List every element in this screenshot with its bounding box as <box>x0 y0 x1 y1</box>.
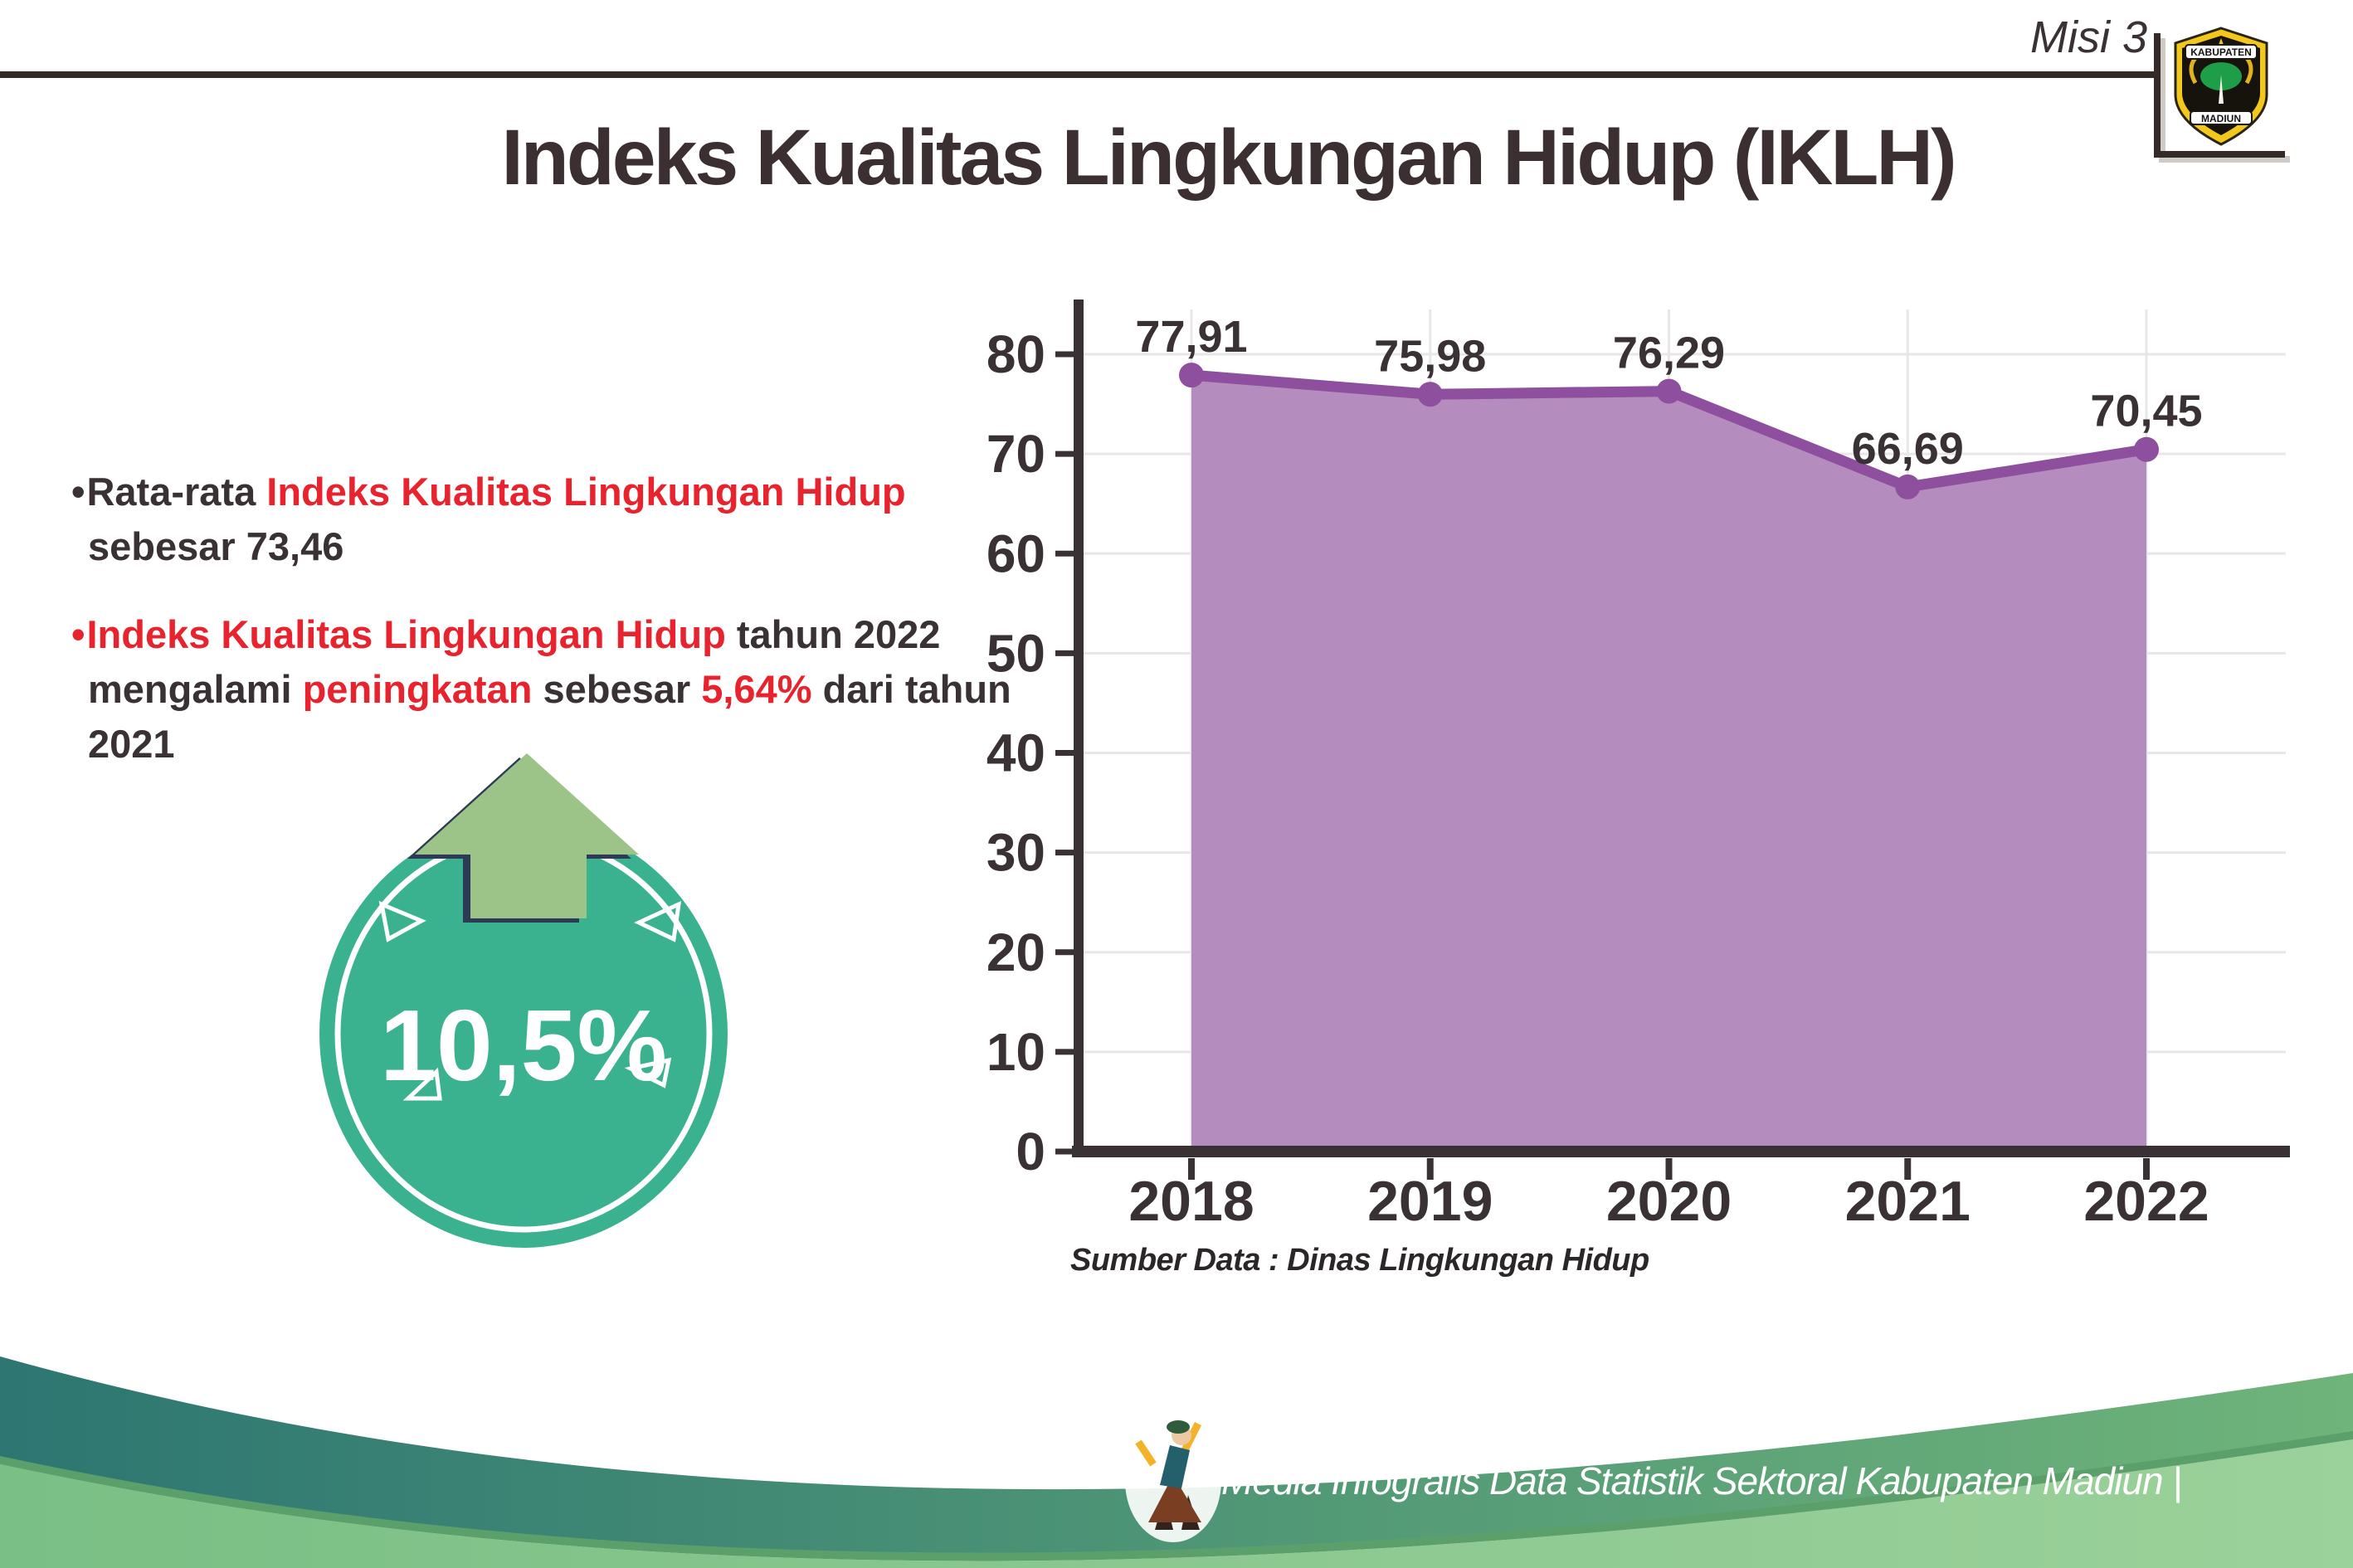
bullet-text-segment: dari tahun 2021 <box>88 667 1011 766</box>
sparkle-triangle-icon <box>624 1057 672 1088</box>
data-point <box>1656 378 1682 404</box>
x-tick-label: 2022 <box>2083 1170 2209 1233</box>
footer-wave-banner <box>0 1356 2353 1568</box>
logo-bottom-banner <box>2190 110 2253 125</box>
key-findings-list: •Rata-rata Indeks Kualitas Lingkungan Hi… <box>71 465 1050 805</box>
up-arrow-icon <box>415 753 639 918</box>
logo-right-wing-icon <box>2244 56 2253 85</box>
badge-value: 10,5% <box>380 989 667 1102</box>
value-label: 66,69 <box>1852 424 1964 474</box>
iklh-area-chart: 0 10 20 30 40 50 60 70 80 2018 2019 2020 2021 2022 77,… <box>987 299 2290 1233</box>
bullet-text-segment: Indeks Kualitas Lingkungan Hidup <box>266 470 906 514</box>
y-tick-label: 40 <box>987 723 1045 783</box>
logo-frame-horizontal-line <box>2154 151 2285 158</box>
bullet-text-segment: peningkatan <box>302 667 533 711</box>
value-label: 75,98 <box>1374 331 1486 381</box>
increase-percentage-badge: 10,5% <box>319 753 728 1248</box>
y-tick-label: 0 <box>1016 1122 1045 1181</box>
logo-top-text: KABUPATEN <box>2190 46 2252 58</box>
source-note: Sumber Data : Dinas Lingkungan Hidup <box>1070 1243 1649 1278</box>
page-title: Indeks Kualitas Lingkungan Hidup (IKLH) <box>501 114 1956 202</box>
y-tick-label: 70 <box>987 424 1045 484</box>
y-tick-label: 80 <box>987 324 1045 384</box>
bullet-text-segment: Indeks Kualitas Lingkungan Hidup <box>86 612 726 656</box>
logo-frame-vertical-line <box>2154 33 2161 158</box>
value-label: 77,91 <box>1135 312 1247 362</box>
footer-green-wave <box>0 1439 2353 1568</box>
value-label: 70,45 <box>2090 387 2202 436</box>
sparkle-triangle-icon <box>634 900 682 942</box>
x-tick-label: 2019 <box>1367 1170 1493 1233</box>
footer-teal-ribbon <box>0 1356 2353 1553</box>
bullet-text-segment: tahun 2022 mengalami <box>88 612 941 711</box>
chart-area <box>1191 375 2146 1152</box>
y-tick-label: 10 <box>987 1022 1045 1082</box>
x-tick-label: 2020 <box>1606 1170 1732 1233</box>
x-tick-label: 2018 <box>1128 1170 1254 1233</box>
bullet-rich-text: Indeks Kualitas Lingkungan Hidup tahun 2… <box>86 612 1011 766</box>
header-rule <box>0 71 2156 78</box>
y-tick-label: 30 <box>987 823 1045 883</box>
data-point <box>2134 436 2159 462</box>
bullet-rich-text: Rata-rata Indeks Kualitas Lingkungan Hid… <box>86 470 905 568</box>
bullet-text-segment: 5,64% <box>701 667 812 711</box>
mascot-icon <box>1125 1419 1221 1542</box>
data-point <box>1417 382 1443 407</box>
logo-top-banner <box>2185 44 2258 60</box>
x-tick-label: 2021 <box>1845 1170 1971 1233</box>
list-item: •Rata-rata Indeks Kualitas Lingkungan Hi… <box>71 465 1050 574</box>
value-label: 76,29 <box>1613 329 1725 378</box>
kabupaten-madiun-logo: KABUPATEN MADIUN <box>2174 27 2268 146</box>
logo-left-wing-icon <box>2189 56 2198 85</box>
sparkle-triangle-icon <box>402 1067 442 1101</box>
bullet-marker: • <box>71 612 85 656</box>
bullet-text-segment: Rata-rata <box>86 470 267 514</box>
bullet-text-segment: sebesar <box>532 667 702 711</box>
footer-credit: Media Infografis Data Statistik Sektoral… <box>1221 1459 2182 1502</box>
y-tick-label: 60 <box>987 523 1045 583</box>
data-point <box>1895 474 1921 499</box>
data-point <box>1179 363 1204 388</box>
logo-bottom-text: MADIUN <box>2201 113 2241 124</box>
list-item: •Indeks Kualitas Lingkungan Hidup tahun … <box>71 607 1050 772</box>
y-tick-label: 50 <box>987 623 1045 683</box>
bullet-text-segment: sebesar 73,46 <box>88 524 344 568</box>
logo-monument-icon <box>2219 75 2224 104</box>
sparkle-triangle-icon <box>378 900 426 942</box>
badge-circle <box>319 820 728 1248</box>
misi-label: Misi 3 <box>2029 12 2147 62</box>
y-tick-label: 20 <box>987 923 1045 982</box>
bullet-marker: • <box>71 470 85 514</box>
